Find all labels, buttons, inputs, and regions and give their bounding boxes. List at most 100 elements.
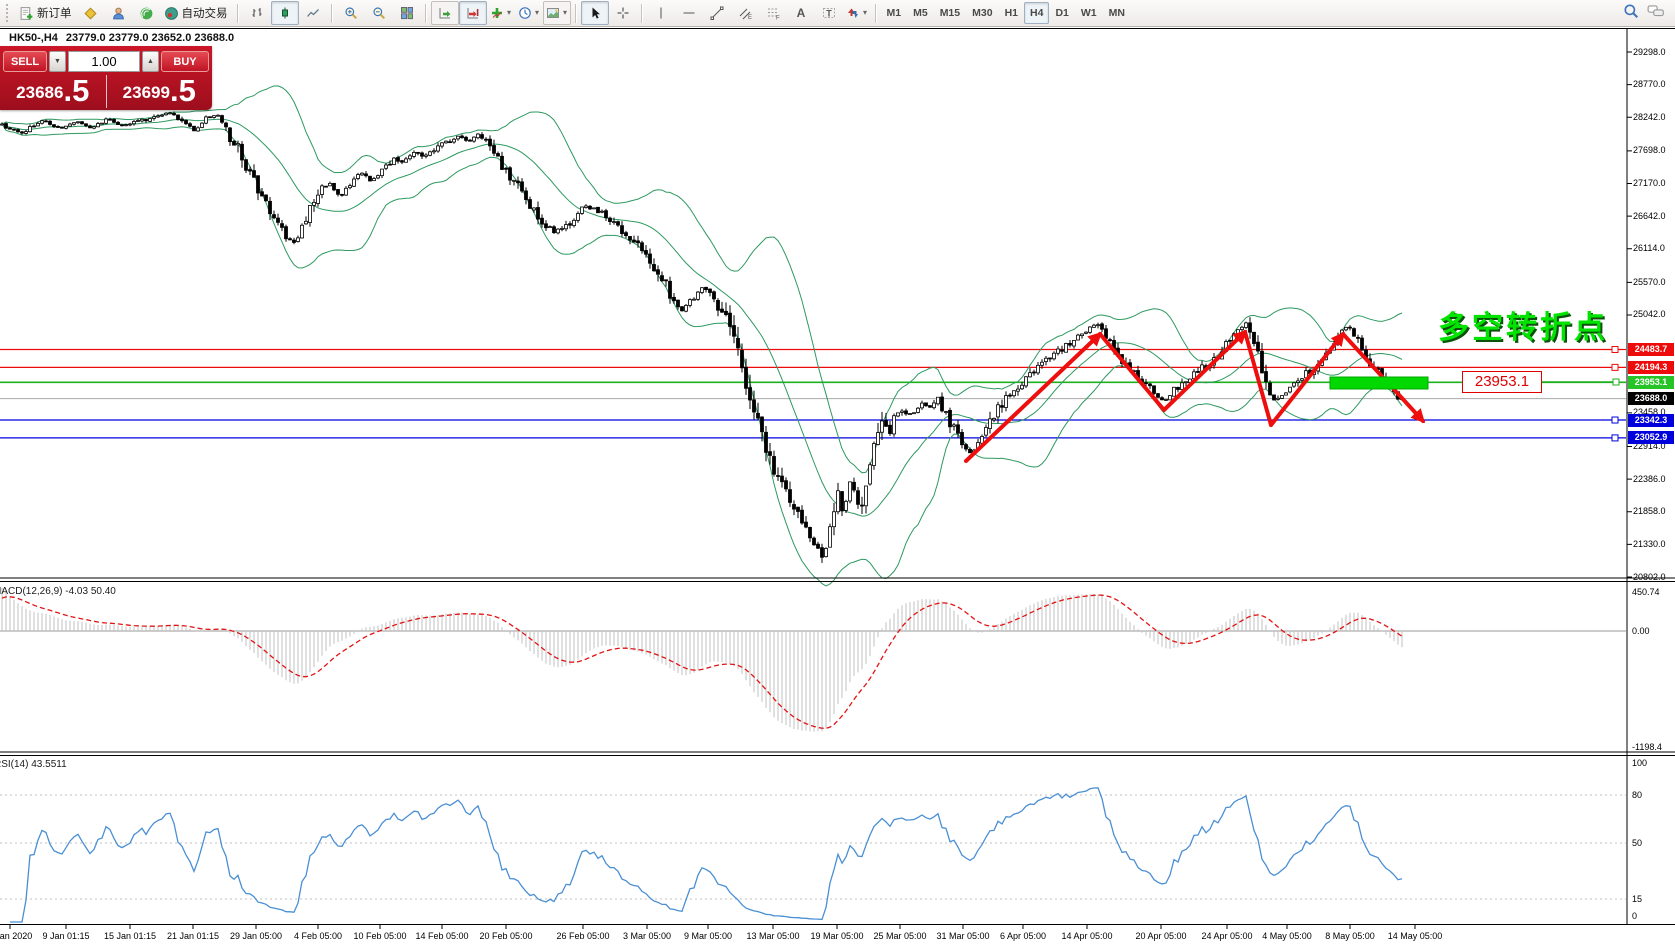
sell-price-int: 23686 (16, 83, 64, 102)
timeframe-button-H1[interactable]: H1 (1004, 7, 1018, 19)
window-frame (0, 29, 1675, 929)
toolbar-grip[interactable] (6, 4, 12, 22)
templates-button[interactable]: ▾ (542, 1, 571, 25)
macd-label: MACD(12,26,9) -4.03 50.40 (0, 586, 116, 597)
sell-price[interactable]: 23686.5 (0, 75, 106, 108)
chevron-down-icon: ▾ (562, 8, 567, 17)
periods-button[interactable]: ▾ (515, 1, 543, 25)
timeframe-button-M5[interactable]: M5 (913, 7, 928, 19)
trendline-icon (710, 6, 724, 20)
toolbar-right-group (1623, 3, 1671, 24)
zoom-out-button[interactable] (365, 1, 393, 25)
new-order-button[interactable]: 新订单 (16, 1, 77, 25)
horizontal-line-button[interactable] (675, 1, 703, 25)
tile-windows-button[interactable] (393, 1, 421, 25)
volume-input[interactable]: 1.00 (68, 51, 140, 72)
clock-icon (518, 6, 532, 20)
macd-histogram (1, 588, 1403, 732)
highlight-box[interactable] (1329, 376, 1429, 390)
time-axis-label: 13 Mar 05:00 (746, 931, 800, 941)
text-label-button[interactable]: T (815, 1, 843, 25)
toolbar-separator (330, 3, 333, 23)
buy-button[interactable]: BUY (161, 51, 209, 72)
price-level-lines[interactable] (0, 345, 1626, 442)
signals-button[interactable] (133, 1, 161, 25)
price-axis-tick: 28242.0 (1633, 111, 1666, 122)
autotrading-button[interactable]: 自动交易 (161, 1, 233, 25)
chart-title: HK50-,H4 23779.0 23779.0 23652.0 23688.0 (9, 32, 234, 44)
fibonacci-button[interactable]: F (759, 1, 787, 25)
price-axis-tick: 22914.0 (1633, 440, 1666, 451)
candlestick-chart-button[interactable] (270, 1, 299, 25)
svg-text:A: A (796, 6, 805, 20)
turning-point-annotation[interactable]: 多空转折点 (1438, 310, 1608, 345)
buy-price[interactable]: 23699.5 (105, 75, 213, 108)
community-button[interactable] (105, 1, 133, 25)
template-icon (546, 6, 560, 20)
line-chart-button[interactable] (299, 1, 327, 25)
time-axis-label: 26 Feb 05:00 (556, 931, 610, 941)
time-axis-label: 8 May 05:00 (1325, 931, 1375, 941)
metaeditor-button[interactable] (77, 1, 105, 25)
vertical-line-button[interactable] (647, 1, 675, 25)
equidistant-channel-button[interactable]: E (731, 1, 759, 25)
volume-increase-button[interactable]: ▲ (142, 51, 159, 72)
new-order-icon (19, 6, 34, 21)
price-level-badge: 23688.0 (1628, 392, 1674, 406)
price-axis-tick: 27170.0 (1633, 177, 1666, 188)
auto-scroll-button[interactable] (430, 1, 459, 25)
time-axis-label: 4 Feb 05:00 (293, 931, 343, 941)
bar-chart-button[interactable] (243, 1, 271, 25)
cursor-button[interactable] (580, 1, 609, 25)
horizontal-line-icon (682, 6, 696, 20)
time-axis-label: 21 Jan 01:15 (166, 931, 220, 941)
rsi-label: RSI(14) 43.5511 (0, 759, 67, 770)
rsi-line (10, 787, 1403, 923)
toolbar-separator (640, 3, 643, 23)
indicators-button[interactable]: ▾ (487, 1, 515, 25)
price-axis-tick: 20802.0 (1633, 571, 1666, 582)
trendline-button[interactable] (703, 1, 731, 25)
price-level-badge: 23953.1 (1628, 375, 1674, 389)
vertical-line-icon (654, 6, 668, 20)
rsi-scale-label: 15 (1632, 894, 1643, 904)
arrows-button[interactable]: ▾ (843, 1, 871, 25)
sell-price-dec: .5 (63, 73, 90, 108)
timeframe-button-H4[interactable]: H4 (1024, 2, 1050, 24)
trade-panel-controls: SELL ▼ 1.00 ▲ BUY (3, 51, 209, 72)
timeframe-button-M30[interactable]: M30 (972, 7, 993, 19)
arrows-icon (846, 6, 860, 20)
time-axis-label: 24 Apr 05:00 (1201, 931, 1253, 941)
search-icon[interactable] (1623, 3, 1639, 24)
timeframe-button-D1[interactable]: D1 (1055, 7, 1069, 19)
svg-text:T: T (826, 9, 832, 19)
macd-scale-label: 0.00 (1632, 626, 1650, 636)
timeframe-button-M15[interactable]: M15 (939, 7, 961, 19)
signals-icon (139, 6, 154, 21)
text-label-icon: T (822, 6, 836, 20)
chart-shift-button[interactable] (458, 1, 487, 25)
bar-chart-icon (250, 6, 264, 20)
rsi-scale-label: 0 (1632, 911, 1638, 921)
price-axis-tick: 22386.0 (1633, 473, 1666, 484)
zoom-in-button[interactable] (337, 1, 365, 25)
trend-zigzag[interactable] (964, 329, 1426, 463)
auto-scroll-icon (438, 6, 452, 20)
channel-icon: E (738, 6, 752, 20)
text-button[interactable]: A (787, 1, 815, 25)
volume-decrease-button[interactable]: ▼ (49, 51, 66, 72)
timeframe-button-W1[interactable]: W1 (1080, 7, 1097, 19)
fibonacci-icon: F (766, 6, 780, 20)
crosshair-button[interactable] (609, 1, 637, 25)
timeframe-button-M1[interactable]: M1 (886, 7, 902, 19)
toolbar-separator (574, 3, 577, 23)
price-axis-tick: 25042.0 (1633, 309, 1666, 320)
chat-icon[interactable] (1647, 3, 1665, 24)
timeframe-button-MN[interactable]: MN (1108, 7, 1125, 19)
time-axis-label: 25 Mar 05:00 (873, 931, 927, 941)
rsi-scale-label: 80 (1632, 790, 1643, 800)
price-tag-label[interactable]: 23953.1 (1462, 371, 1542, 393)
sell-button[interactable]: SELL (3, 51, 47, 72)
